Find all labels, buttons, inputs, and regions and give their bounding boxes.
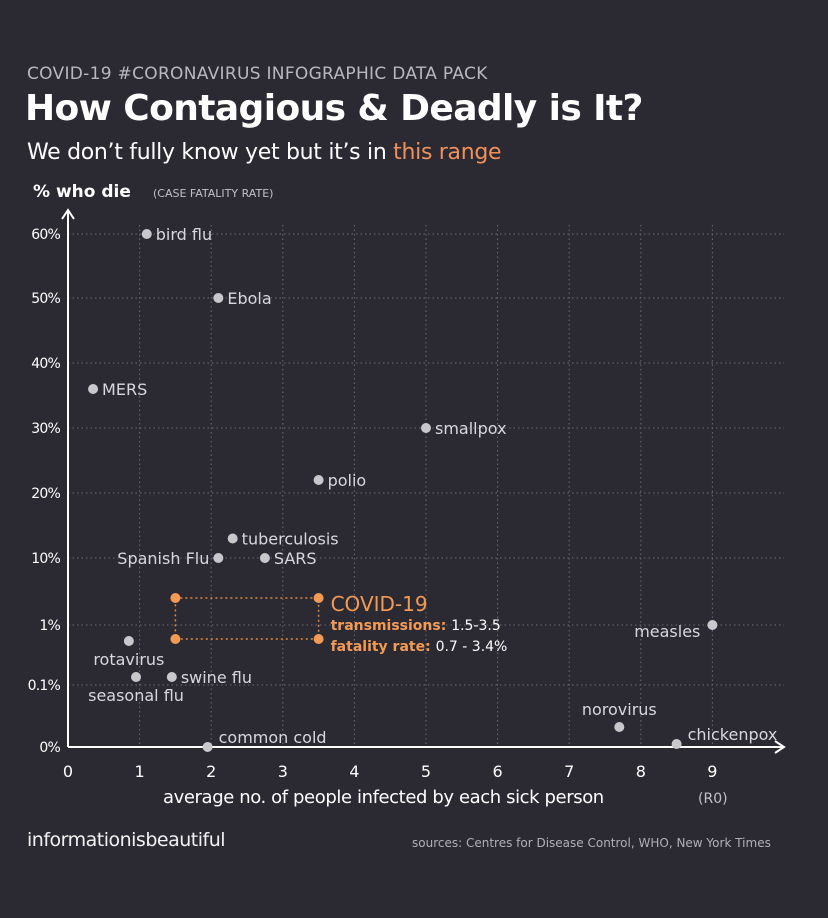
- data-point-label: bird flu: [156, 225, 212, 244]
- x-tick-label: 4: [349, 762, 359, 781]
- x-tick-label: 8: [636, 762, 646, 781]
- data-point-label: common cold: [219, 728, 327, 747]
- y-axis-subtitle: (CASE FATALITY RATE): [153, 187, 273, 200]
- y-axis-arrow-icon: [61, 208, 75, 220]
- page-title: How Contagious & Deadly is It?: [25, 88, 643, 129]
- x-axis-title: average no. of people infected by each s…: [163, 787, 604, 808]
- y-tick-label: 20%: [31, 486, 60, 502]
- x-tick-label: 3: [278, 762, 288, 781]
- data-point-label: norovirus: [582, 700, 657, 719]
- x-tick-label: 5: [421, 762, 431, 781]
- data-point-label: measles: [634, 622, 700, 641]
- data-point-label: SARS: [274, 549, 317, 568]
- covid-range-corner: [170, 634, 181, 644]
- subtitle-highlight: this range: [393, 140, 502, 165]
- data-point-label: chickenpox: [688, 725, 778, 744]
- covid-range-corner: [170, 593, 181, 603]
- data-point: [202, 742, 213, 752]
- x-tick-label: 9: [707, 762, 717, 781]
- data-point-label: Spanish Flu: [117, 549, 209, 568]
- data-point-label: rotavirus: [93, 650, 164, 669]
- covid-range-corner: [313, 593, 324, 603]
- x-tick-label: 0: [63, 762, 73, 781]
- data-point: [259, 553, 270, 563]
- data-point-label: polio: [328, 471, 367, 490]
- covid-range-corner: [313, 634, 324, 644]
- subtitle-prefix: We don’t fully know yet but it’s in: [27, 140, 394, 165]
- covid-label: COVID-19: [331, 592, 428, 616]
- data-point: [213, 553, 224, 563]
- x-tick-label: 1: [135, 762, 145, 781]
- data-point: [123, 636, 134, 646]
- y-tick-label: 1%: [39, 618, 60, 634]
- data-point-label: smallpox: [435, 419, 507, 438]
- covid-fatality-rate: fatality rate: 0.7 - 3.4%: [331, 639, 508, 655]
- data-point-label: swine flu: [181, 668, 252, 687]
- x-axis-arrow-icon: [774, 740, 786, 754]
- data-point: [166, 672, 177, 682]
- y-tick-label: 30%: [31, 421, 60, 437]
- data-point: [313, 475, 324, 485]
- data-point: [421, 423, 431, 433]
- covid-transmissions: transmissions: 1.5-3.5: [331, 618, 501, 634]
- data-point: [707, 620, 718, 630]
- subtitle: We don’t fully know yet but it’s in this…: [27, 140, 502, 165]
- y-axis-title: % who die: [33, 182, 131, 202]
- data-point: [88, 384, 99, 394]
- data-point: [671, 739, 682, 749]
- x-tick-label: 6: [493, 762, 503, 781]
- data-point-label: Ebola: [227, 289, 271, 308]
- data-point-label: seasonal flu: [88, 686, 184, 705]
- y-tick-label: 0%: [39, 740, 60, 756]
- y-tick-label: 40%: [31, 356, 60, 372]
- y-tick-label: 60%: [31, 227, 60, 243]
- y-tick-label: 10%: [31, 551, 60, 567]
- x-tick-label: 7: [564, 762, 574, 781]
- brand-logo-text: informationisbeautiful: [27, 829, 226, 851]
- data-point: [141, 229, 152, 239]
- data-point-label: tuberculosis: [242, 530, 339, 549]
- kicker: COVID-19 #CORONAVIRUS INFOGRAPHIC DATA P…: [27, 64, 488, 84]
- data-point: [213, 293, 224, 303]
- x-tick-label: 2: [206, 762, 216, 781]
- sources-note: sources: Centres for Disease Control, WH…: [412, 836, 771, 850]
- data-point-label: MERS: [102, 380, 147, 399]
- x-axis-subtitle: (R0): [698, 791, 728, 807]
- data-point: [131, 672, 142, 682]
- data-point: [227, 533, 238, 544]
- data-point: [614, 722, 625, 732]
- y-tick-label: 50%: [31, 291, 60, 307]
- y-tick-label: 0.1%: [28, 678, 61, 694]
- covid-range-box: [174, 597, 320, 640]
